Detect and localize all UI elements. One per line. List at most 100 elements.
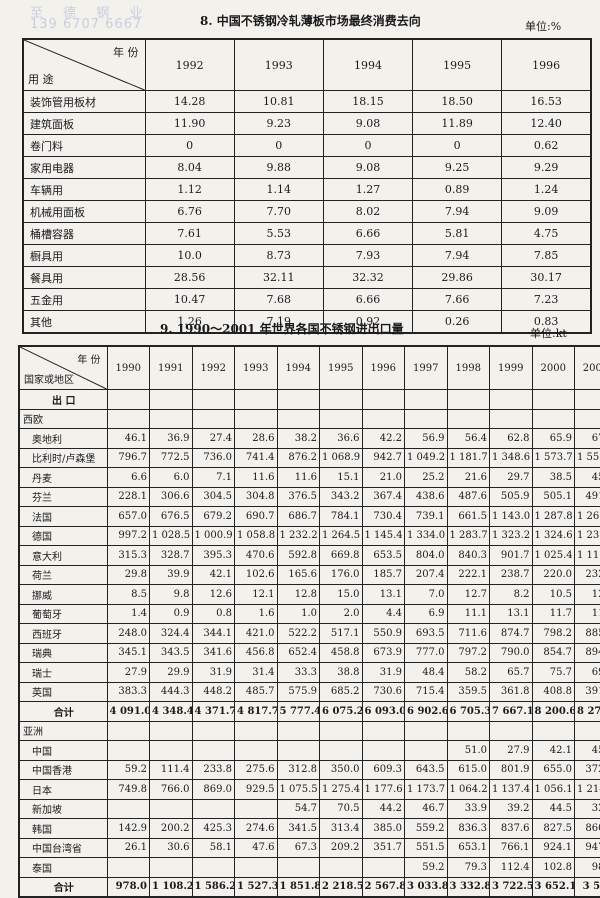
value-cell: 1 334.0 — [405, 526, 448, 546]
value-cell — [320, 721, 363, 741]
value-cell: 874.7 — [490, 624, 533, 644]
value-cell: 341.6 — [192, 643, 235, 663]
value-cell: 38.2 — [277, 429, 320, 449]
value-cell: 29.9 — [150, 663, 193, 683]
row-label: 英国 — [19, 682, 107, 702]
value-cell: 328.7 — [150, 546, 193, 566]
value-cell: 27.9 — [490, 741, 533, 761]
value-cell: 739.1 — [405, 507, 448, 527]
row-label: 中国台湾省 — [19, 838, 107, 858]
value-cell: 559.2 — [405, 819, 448, 839]
value-cell: 28.56 — [145, 267, 234, 289]
value-cell: 458.8 — [320, 643, 363, 663]
value-cell: 1.27 — [323, 179, 412, 201]
value-cell: 679.2 — [192, 507, 235, 527]
value-cell: 6.9 — [405, 604, 448, 624]
value-cell: 220.0 — [532, 565, 575, 585]
row-label: 装饰管用板材 — [23, 91, 145, 113]
value-cell: 444.3 — [150, 682, 193, 702]
value-cell: 3 332.8 — [447, 877, 490, 897]
value-cell: 2.0 — [320, 604, 363, 624]
value-cell: 929.5 — [235, 780, 278, 800]
value-cell: 551.5 — [405, 838, 448, 858]
value-cell: 79.3 — [447, 858, 490, 878]
value-cell: 341.5 — [277, 819, 320, 839]
value-cell: 9.08 — [323, 113, 412, 135]
value-cell: 15.1 — [320, 468, 363, 488]
value-cell: 6.6 — [107, 468, 150, 488]
value-cell — [235, 799, 278, 819]
value-cell: 766.0 — [150, 780, 193, 800]
value-cell: 29.86 — [413, 267, 502, 289]
value-cell: 9.08 — [323, 157, 412, 179]
value-cell: 313.4 — [320, 819, 363, 839]
table2-title: 9. 1990～2001 年世界各国不锈钢进出口量 — [160, 320, 404, 337]
value-cell: 1 323.2 — [490, 526, 533, 546]
value-cell: 142.9 — [107, 819, 150, 839]
value-cell — [405, 409, 448, 429]
value-cell: 2 218.5 — [320, 877, 363, 897]
value-cell: 312.8 — [277, 760, 320, 780]
value-cell: 798.2 — [532, 624, 575, 644]
value-cell: 1 573.7 — [532, 448, 575, 468]
value-cell: 111.4 — [150, 760, 193, 780]
value-cell: 0 — [323, 135, 412, 157]
value-cell: 1 058.8 — [235, 526, 278, 546]
value-cell — [362, 409, 405, 429]
value-cell: 391.4 — [575, 682, 600, 702]
value-cell: 304.5 — [192, 487, 235, 507]
value-cell: 44.5 — [532, 799, 575, 819]
value-cell — [490, 409, 533, 429]
value-cell: 6 705.3 — [447, 702, 490, 722]
value-cell — [532, 721, 575, 741]
value-cell: 869.0 — [192, 780, 235, 800]
value-cell — [107, 390, 150, 410]
value-cell: 350.0 — [320, 760, 363, 780]
year-header: 1993 — [234, 39, 323, 91]
value-cell: 372.7 — [575, 760, 600, 780]
value-cell: 8.2 — [490, 585, 533, 605]
value-cell: 29.8 — [107, 565, 150, 585]
row-label: 餐具用 — [23, 267, 145, 289]
year-header: 2001 — [575, 346, 600, 390]
value-cell: 21.0 — [362, 468, 405, 488]
value-cell: 383.3 — [107, 682, 150, 702]
value-cell: 75.7 — [532, 663, 575, 683]
value-cell — [235, 741, 278, 761]
year-header: 1995 — [413, 39, 502, 91]
corner-header-cell: 年 份国家或地区 — [19, 346, 107, 390]
value-cell: 1 049.2 — [405, 448, 448, 468]
value-cell: 550.9 — [362, 624, 405, 644]
value-cell: 7.66 — [413, 289, 502, 311]
value-cell: 7.23 — [502, 289, 591, 311]
value-cell: 425.3 — [192, 819, 235, 839]
value-cell: 1 851.8 — [277, 877, 320, 897]
value-cell: 351.7 — [362, 838, 405, 858]
value-cell: 1 115.5 — [575, 546, 600, 566]
value-cell: 790.0 — [490, 643, 533, 663]
year-header: 2000 — [532, 346, 575, 390]
year-header: 1993 — [235, 346, 278, 390]
value-cell: 1 068.9 — [320, 448, 363, 468]
value-cell: 7.85 — [502, 245, 591, 267]
value-cell: 408.8 — [532, 682, 575, 702]
row-label: 中国 — [19, 741, 107, 761]
row-label: 西班牙 — [19, 624, 107, 644]
value-cell: 1 028.5 — [150, 526, 193, 546]
value-cell: 1.6 — [235, 604, 278, 624]
value-cell — [192, 390, 235, 410]
value-cell: 47.6 — [235, 838, 278, 858]
row-label: 芬兰 — [19, 487, 107, 507]
year-header: 1998 — [447, 346, 490, 390]
value-cell: 615.0 — [447, 760, 490, 780]
value-cell: 711.6 — [447, 624, 490, 644]
value-cell: 643.5 — [405, 760, 448, 780]
value-cell: 7.0 — [405, 585, 448, 605]
value-cell: 0.9 — [150, 604, 193, 624]
